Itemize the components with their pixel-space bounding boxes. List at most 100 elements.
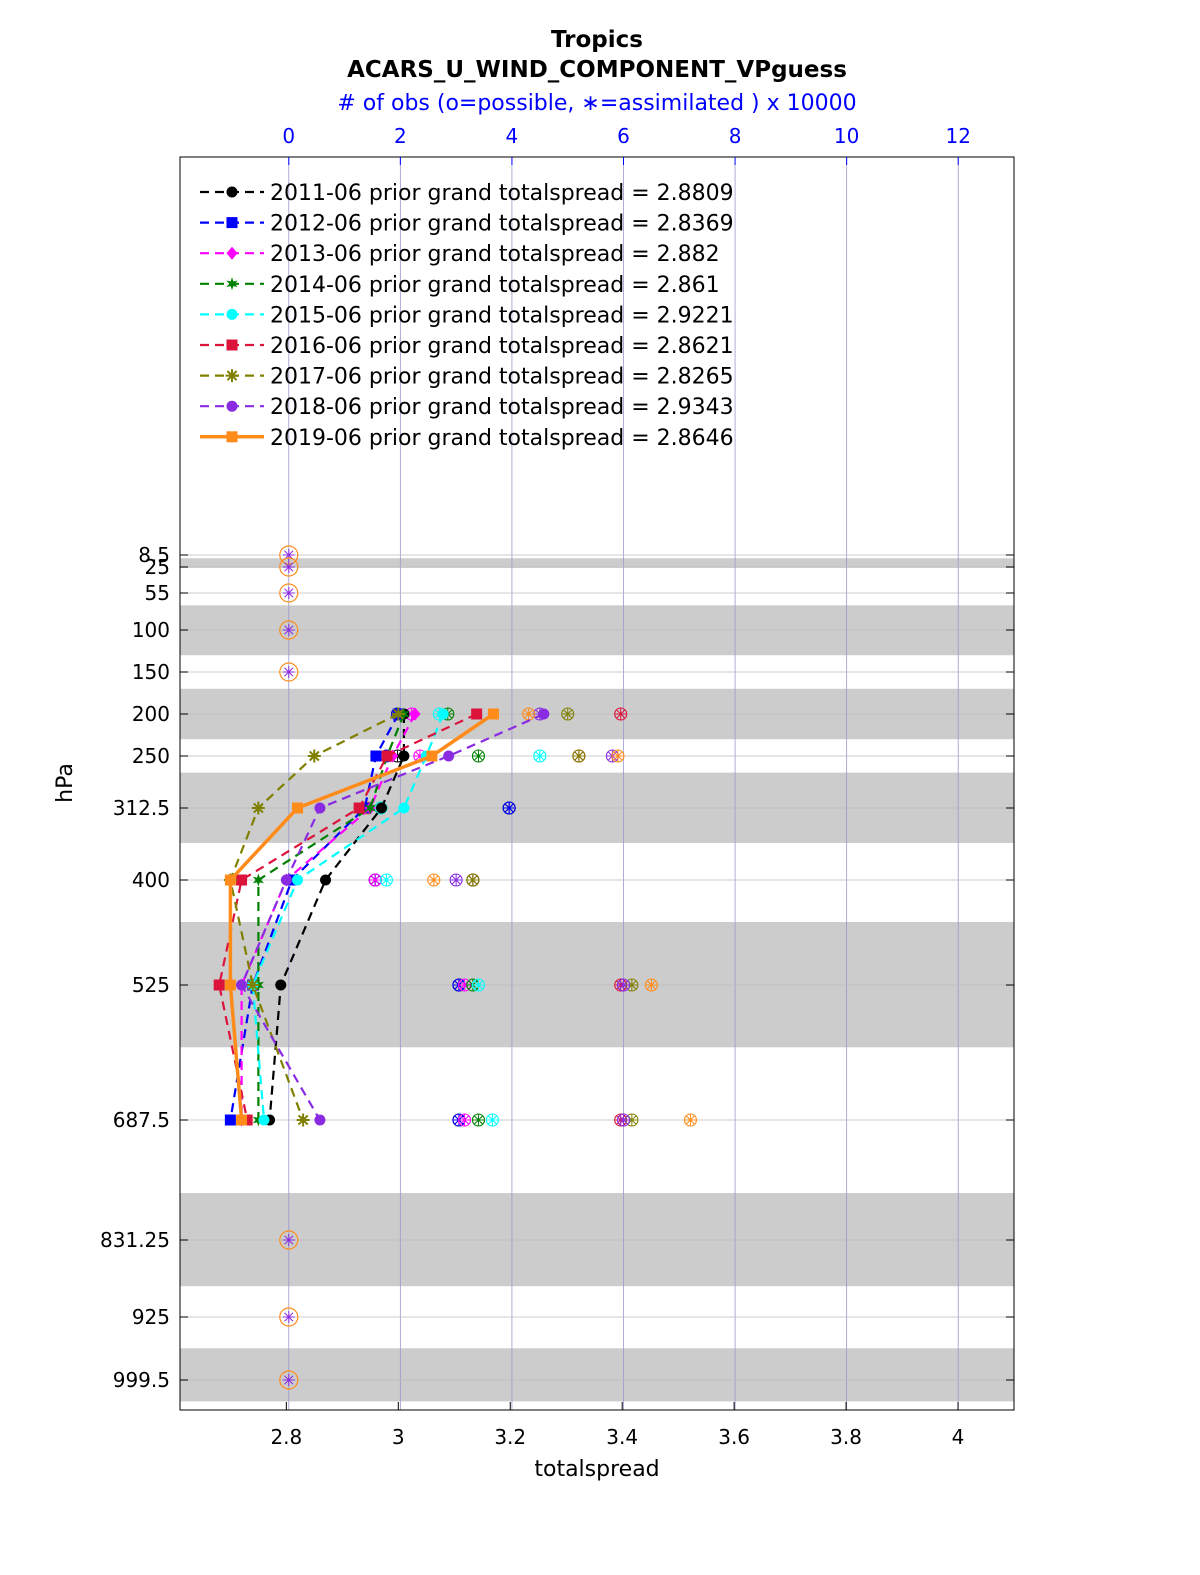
x-tick-label: 3.2 [494,1425,526,1449]
obs-possible-marker [616,978,631,992]
series-point [409,707,421,721]
series-point [437,708,449,720]
top-tick-label: 10 [834,124,859,148]
series-point [538,708,550,720]
obs-possible-marker [457,1113,472,1127]
series-point [258,1114,270,1126]
legend-entry-2015-06: 2015-06 prior grand totalspread = 2.9221 [200,303,734,328]
y-tick-label: 312.5 [113,796,170,820]
obs-assimilated-marker [523,708,535,720]
grid-lines [180,157,1014,1410]
legend-label: 2013-06 prior grand totalspread = 2.882 [270,242,720,267]
legend-entry-2019-06: 2019-06 prior grand totalspread = 2.8646 [200,426,734,451]
chart-title: Tropics [551,27,643,53]
legend-label: 2018-06 prior grand totalspread = 2.9343 [270,395,734,420]
series-point [236,1114,248,1126]
series-point [226,400,238,412]
obs-possible-marker [471,749,486,763]
y-tick-label: 200 [132,702,170,726]
obs-assimilated-marker [472,1114,484,1126]
obs-possible-marker [379,873,393,887]
obs-assimilated-marker [626,979,638,991]
y-tick-label: 100 [132,618,170,642]
obs-assimilated-marker [503,802,515,814]
series-line [251,713,445,1121]
obs-assimilated-marker [472,979,484,991]
obs-possible-marker [449,873,463,887]
obs-assimilated-marker [282,587,295,599]
x-tick-label: 4 [952,1425,965,1449]
series-point [224,979,236,991]
series-point [398,750,410,762]
obs-possible-marker [502,801,516,815]
series-point [236,979,248,991]
obs-assimilated-marker [562,708,574,720]
series-point [359,802,371,814]
obs-assimilated-marker [684,1114,696,1126]
legend-entry-2012-06: 2012-06 prior grand totalspread = 2.8369 [200,212,734,237]
legend-label: 2012-06 prior grand totalspread = 2.8369 [270,212,734,237]
obs-assimilated-marker [573,750,585,762]
plot-frame [179,156,1015,1411]
series-point [292,802,304,814]
x-axis-ticks: 2.8 3 3.2 3.4 3.6 3.8 4 [270,1402,964,1449]
series-line [218,713,478,1121]
series-point [226,339,238,351]
legend-entry-2013-06: 2013-06 prior grand totalspread = 2.882 [200,242,720,267]
x-tick-label: 3.4 [606,1425,638,1449]
series-point [364,801,376,815]
series-point [314,1114,326,1126]
obs-possible-marker [279,1230,299,1250]
series-line [229,713,399,1121]
top-tick-label: 8 [729,124,742,148]
series-point [370,750,382,762]
y-tick-label: 525 [132,973,170,997]
legend-entry-2016-06: 2016-06 prior grand totalspread = 2.8621 [200,334,734,359]
x-tick-label: 3 [392,1425,405,1449]
obs-possible-marker [471,1113,486,1127]
obs-assimilated-marker [282,666,295,678]
series-point [225,369,239,383]
series-point [251,801,265,815]
pressure-band [180,558,1014,568]
chart-subtitle: ACARS_U_WIND_COMPONENT_VPguess [347,57,847,83]
series-point [226,217,238,229]
obs-possible-marker [614,707,628,721]
legend-label: 2016-06 prior grand totalspread = 2.8621 [270,334,734,359]
obs-possible-marker [279,662,299,682]
obs-possible-marker [427,873,441,887]
series-point [224,1114,236,1126]
series-point [391,707,405,721]
obs-assimilated-marker [534,750,546,762]
obs-possible-marker [611,749,625,763]
series-point [236,874,248,886]
series-point [314,802,326,814]
pressure-band [180,1348,1014,1402]
obs-assimilated-marker [472,750,484,762]
series-point [296,1113,310,1127]
obs-assimilated-marker [414,750,426,762]
series-2016-06 [213,708,483,1126]
obs-assimilated-marker [428,874,440,886]
series-point [353,802,365,814]
series-line [229,713,400,1121]
obs-possible-marker [279,557,299,577]
obs-assimilated-marker [486,1114,498,1126]
series-point [252,1113,264,1127]
top-tick-label: 6 [617,124,630,148]
obs-assimilated-marker [282,1374,295,1386]
series-point [226,246,238,260]
legend-label: 2014-06 prior grand totalspread = 2.861 [270,273,720,298]
obs-assimilated-marker [617,979,629,991]
obs-possible-marker [471,978,486,992]
obs-possible-marker [616,1113,631,1127]
series-point [292,874,304,886]
series-2019-06 [224,708,499,1126]
legend-entry-2011-06: 2011-06 prior grand totalspread = 2.8809 [200,181,734,206]
legend-label: 2017-06 prior grand totalspread = 2.8265 [270,365,734,390]
obs-possible-marker [485,1113,499,1127]
y-axis-label: hPa [53,763,78,803]
obs-possible-marker [279,583,299,603]
series-point [381,750,393,762]
